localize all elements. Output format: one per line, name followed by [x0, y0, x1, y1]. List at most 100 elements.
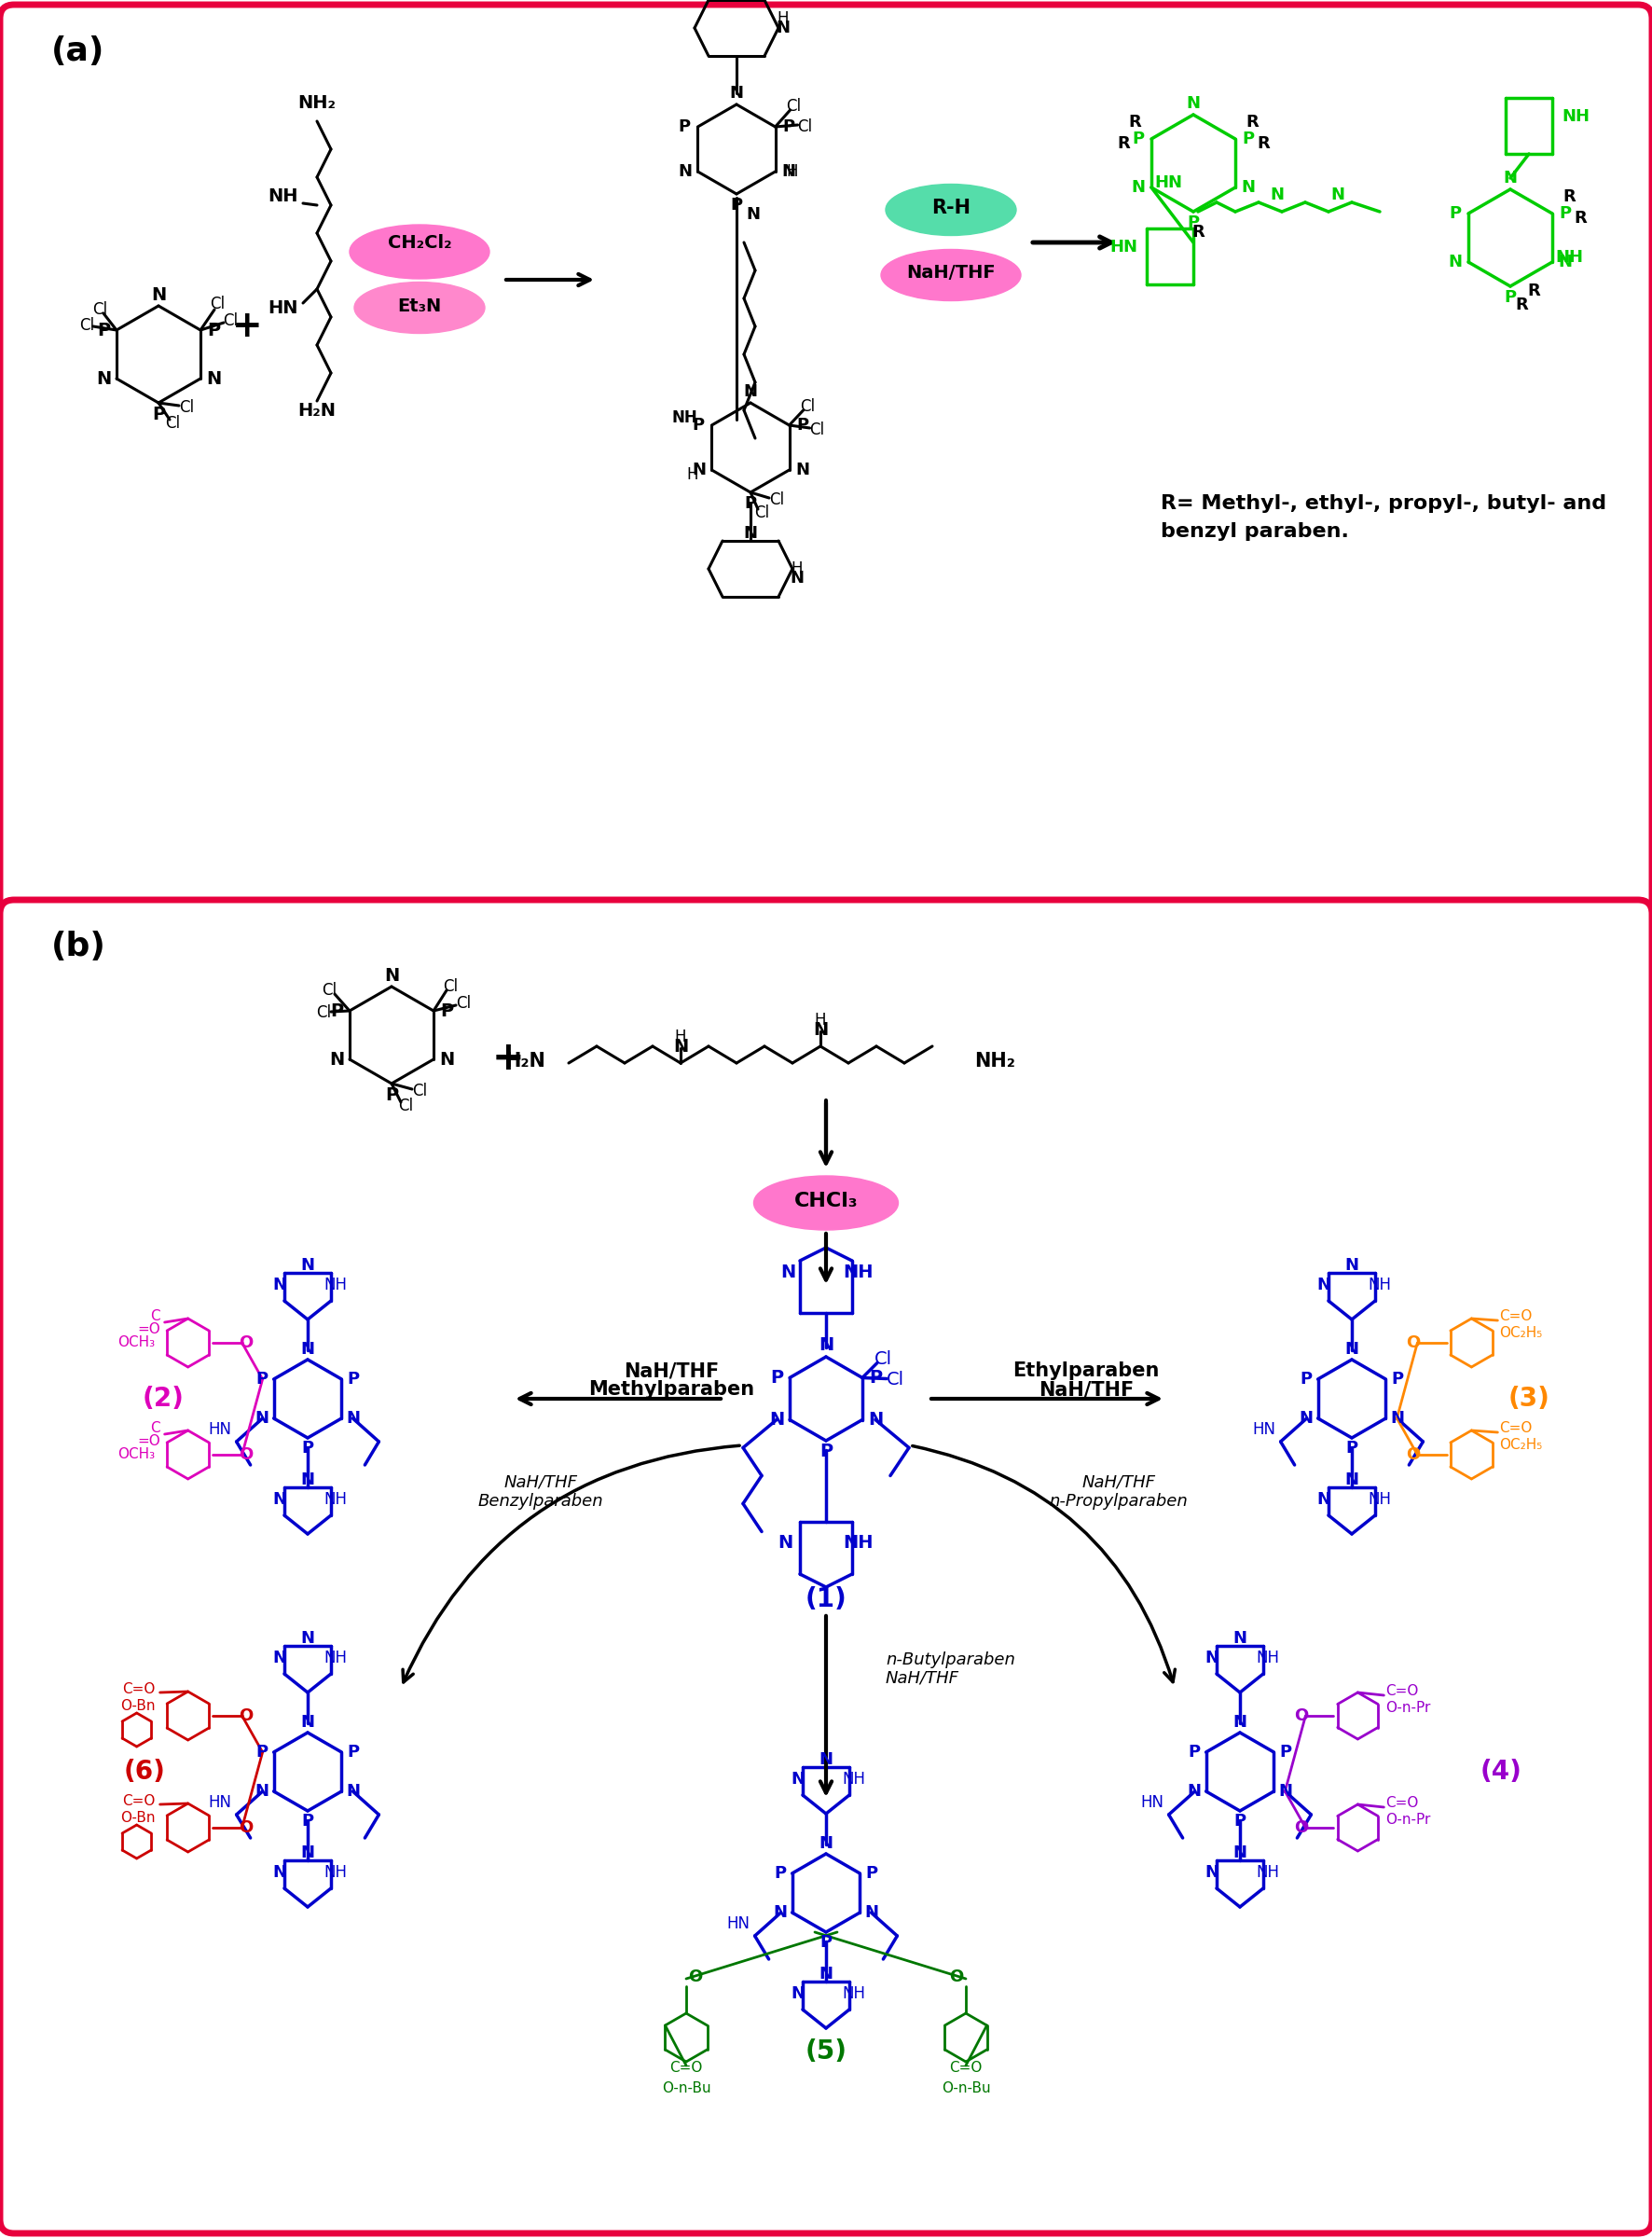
- Text: N: N: [1204, 1649, 1219, 1667]
- Text: Cl: Cl: [800, 398, 816, 414]
- Text: Cl: Cl: [770, 492, 785, 508]
- Text: N: N: [150, 286, 167, 304]
- Text: N: N: [206, 369, 221, 387]
- Ellipse shape: [885, 184, 1016, 235]
- Text: N: N: [301, 1714, 314, 1730]
- Text: N: N: [747, 206, 760, 224]
- Text: N: N: [301, 1258, 314, 1273]
- Text: NH₂: NH₂: [975, 1052, 1014, 1070]
- Text: O: O: [240, 1446, 253, 1464]
- Text: H: H: [786, 163, 798, 179]
- Text: (4): (4): [1480, 1759, 1521, 1786]
- Text: N: N: [301, 1629, 314, 1647]
- Text: N: N: [773, 1905, 786, 1920]
- Text: P: P: [1391, 1370, 1404, 1388]
- Text: N: N: [273, 1491, 287, 1508]
- Ellipse shape: [753, 1175, 899, 1231]
- Text: N: N: [1279, 1784, 1294, 1799]
- Text: Et₃N: Et₃N: [398, 298, 441, 316]
- Text: (b): (b): [51, 931, 106, 962]
- Text: R: R: [1191, 224, 1204, 239]
- Text: NH: NH: [672, 410, 697, 425]
- Text: n-Propylparaben: n-Propylparaben: [1049, 1493, 1188, 1511]
- Ellipse shape: [354, 282, 484, 333]
- Text: N: N: [1241, 179, 1256, 195]
- Text: HN: HN: [1142, 1795, 1165, 1811]
- Text: P: P: [1280, 1743, 1292, 1761]
- Text: N: N: [672, 1038, 689, 1054]
- Text: P: P: [869, 1370, 882, 1388]
- Text: =O: =O: [137, 1323, 160, 1336]
- Text: O: O: [1406, 1446, 1421, 1464]
- Text: P: P: [796, 416, 808, 434]
- Text: R: R: [1563, 188, 1576, 206]
- Text: Cl: Cl: [443, 978, 458, 996]
- Text: N: N: [819, 1835, 833, 1853]
- Text: OCH₃: OCH₃: [117, 1336, 155, 1350]
- Text: P: P: [781, 119, 795, 134]
- Text: P: P: [439, 1003, 453, 1021]
- Text: OC₂H₅: OC₂H₅: [1500, 1327, 1543, 1341]
- Text: Cl: Cl: [165, 414, 180, 432]
- Text: R-H: R-H: [932, 199, 970, 217]
- Text: HN: HN: [208, 1421, 231, 1437]
- Text: N: N: [770, 1410, 785, 1428]
- Text: C=O: C=O: [1500, 1421, 1533, 1435]
- Text: =O: =O: [137, 1435, 160, 1448]
- Text: P: P: [1449, 206, 1462, 222]
- Text: N: N: [813, 1021, 828, 1038]
- FancyBboxPatch shape: [0, 900, 1652, 2234]
- Text: NH₂: NH₂: [297, 94, 335, 112]
- Text: C: C: [150, 1421, 160, 1435]
- Text: Ethylparaben: Ethylparaben: [1013, 1361, 1160, 1381]
- Text: N: N: [819, 1750, 833, 1768]
- Text: R: R: [1257, 134, 1270, 152]
- Text: C=O: C=O: [1386, 1685, 1419, 1699]
- Text: N: N: [329, 1050, 344, 1068]
- Text: Cl: Cl: [93, 302, 107, 318]
- Text: N: N: [866, 1905, 879, 1920]
- Text: N: N: [347, 1410, 360, 1428]
- Text: R: R: [1128, 114, 1142, 130]
- Text: N: N: [1449, 253, 1462, 271]
- Text: NaH/THF: NaH/THF: [623, 1361, 719, 1381]
- Text: N: N: [781, 1264, 796, 1282]
- Text: P: P: [152, 405, 165, 423]
- Text: NH: NH: [843, 1770, 866, 1788]
- Text: Cl: Cl: [786, 98, 801, 114]
- Text: P: P: [385, 1085, 398, 1103]
- Text: N: N: [347, 1784, 360, 1799]
- Text: O-n-Bu: O-n-Bu: [662, 2081, 710, 2095]
- Text: OC₂H₅: OC₂H₅: [1500, 1439, 1543, 1452]
- Text: N: N: [1270, 186, 1284, 204]
- Text: P: P: [1346, 1439, 1358, 1457]
- Text: NH: NH: [324, 1276, 347, 1294]
- Text: R= Methyl-, ethyl-, propyl-, butyl- and: R= Methyl-, ethyl-, propyl-, butyl- and: [1161, 495, 1606, 513]
- Text: Benzylparaben: Benzylparaben: [477, 1493, 603, 1511]
- Text: Cl: Cl: [210, 295, 225, 313]
- Text: P: P: [1188, 1743, 1199, 1761]
- Text: NH: NH: [1256, 1649, 1280, 1667]
- Text: +: +: [231, 309, 263, 345]
- Text: N: N: [778, 1535, 793, 1553]
- Text: N: N: [273, 1276, 287, 1294]
- Text: NH: NH: [1368, 1491, 1391, 1508]
- Text: N: N: [96, 369, 111, 387]
- Text: P: P: [1242, 130, 1254, 148]
- Text: P: P: [1300, 1370, 1312, 1388]
- Text: N: N: [818, 1336, 834, 1354]
- Text: P: P: [745, 495, 757, 513]
- Text: H₂N: H₂N: [504, 1052, 545, 1070]
- Text: H₂N: H₂N: [297, 401, 335, 419]
- Text: C=O: C=O: [950, 2061, 983, 2075]
- Text: NH: NH: [1368, 1276, 1391, 1294]
- Text: N: N: [1204, 1864, 1219, 1880]
- Text: Cl: Cl: [322, 982, 337, 998]
- Text: NaH/THF: NaH/THF: [885, 1670, 960, 1687]
- Text: O-n-Pr: O-n-Pr: [1386, 1813, 1431, 1826]
- Text: Cl: Cl: [874, 1350, 892, 1367]
- Text: P: P: [206, 322, 220, 338]
- Text: H: H: [674, 1029, 686, 1045]
- Text: HN: HN: [727, 1916, 750, 1931]
- Text: N: N: [692, 461, 705, 479]
